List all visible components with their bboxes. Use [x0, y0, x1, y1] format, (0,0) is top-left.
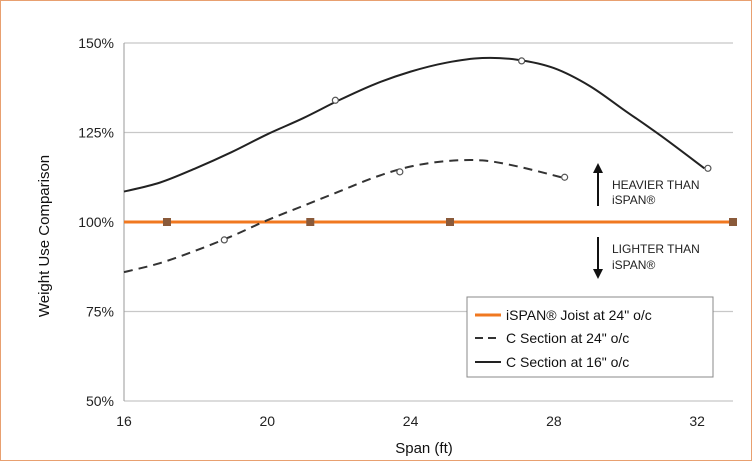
legend-item-c-section-24: C Section at 24" o/c [475, 330, 629, 346]
marker-layer [162, 57, 737, 244]
x-tick-label: 16 [116, 413, 132, 429]
marker-c-section-16 [331, 96, 339, 104]
lighter-label-line-2: iSPAN® [612, 258, 655, 272]
y-tick-label: 75% [86, 304, 114, 320]
series-line-c-section-16 [123, 56, 705, 193]
legend-label-c-section-16: C Section at 16" o/c [506, 354, 629, 370]
lighter-annotation: LIGHTER THAN iSPAN® [593, 237, 700, 279]
heavier-label-line-2: iSPAN® [612, 193, 655, 207]
y-tick-label: 125% [78, 125, 114, 141]
tick-layer: 50% 75% 100% 125% 150% 16 20 24 28 32 [78, 35, 705, 429]
marker-c-section-24 [220, 236, 228, 244]
x-tick-label: 28 [546, 413, 562, 429]
marker-c-section-24 [561, 173, 569, 181]
legend-label-c-section-24: C Section at 24" o/c [506, 330, 629, 346]
y-axis-title: Weight Use Comparison [36, 155, 53, 317]
x-tick-label: 20 [260, 413, 276, 429]
marker-ispan [162, 218, 171, 226]
marker-ispan [729, 218, 737, 226]
marker-ispan [306, 218, 315, 226]
legend-box [466, 296, 714, 378]
x-axis-title: Span (ft) [395, 440, 453, 457]
lighter-label-line-1: LIGHTER THAN [612, 242, 700, 256]
marker-c-section-16 [518, 57, 526, 65]
marker-c-section-24 [396, 168, 404, 176]
legend-label-ispan: iSPAN® Joist at 24" o/c [506, 307, 652, 323]
lighter-arrowhead-icon [593, 269, 603, 279]
marker-c-section-16 [704, 164, 712, 172]
legend-item-ispan: iSPAN® Joist at 24" o/c [475, 307, 652, 323]
series-line-c-section-24 [123, 158, 562, 274]
heavier-arrowhead-icon [593, 163, 603, 173]
legend: iSPAN® Joist at 24" o/c C Section at 24"… [466, 296, 714, 378]
heavier-annotation: HEAVIER THAN iSPAN® [593, 163, 700, 207]
x-tick-label: 24 [403, 413, 419, 429]
y-tick-label: 100% [78, 214, 114, 230]
y-tick-label: 150% [78, 35, 114, 51]
legend-item-c-section-16: C Section at 16" o/c [475, 354, 629, 370]
x-tick-label: 32 [689, 413, 705, 429]
y-tick-label: 50% [86, 393, 114, 409]
series-layer [123, 56, 733, 274]
annotation-layer: HEAVIER THAN iSPAN® LIGHTER THAN iSPAN® [593, 163, 700, 279]
heavier-label-line-1: HEAVIER THAN [612, 178, 700, 192]
marker-ispan [445, 218, 454, 226]
